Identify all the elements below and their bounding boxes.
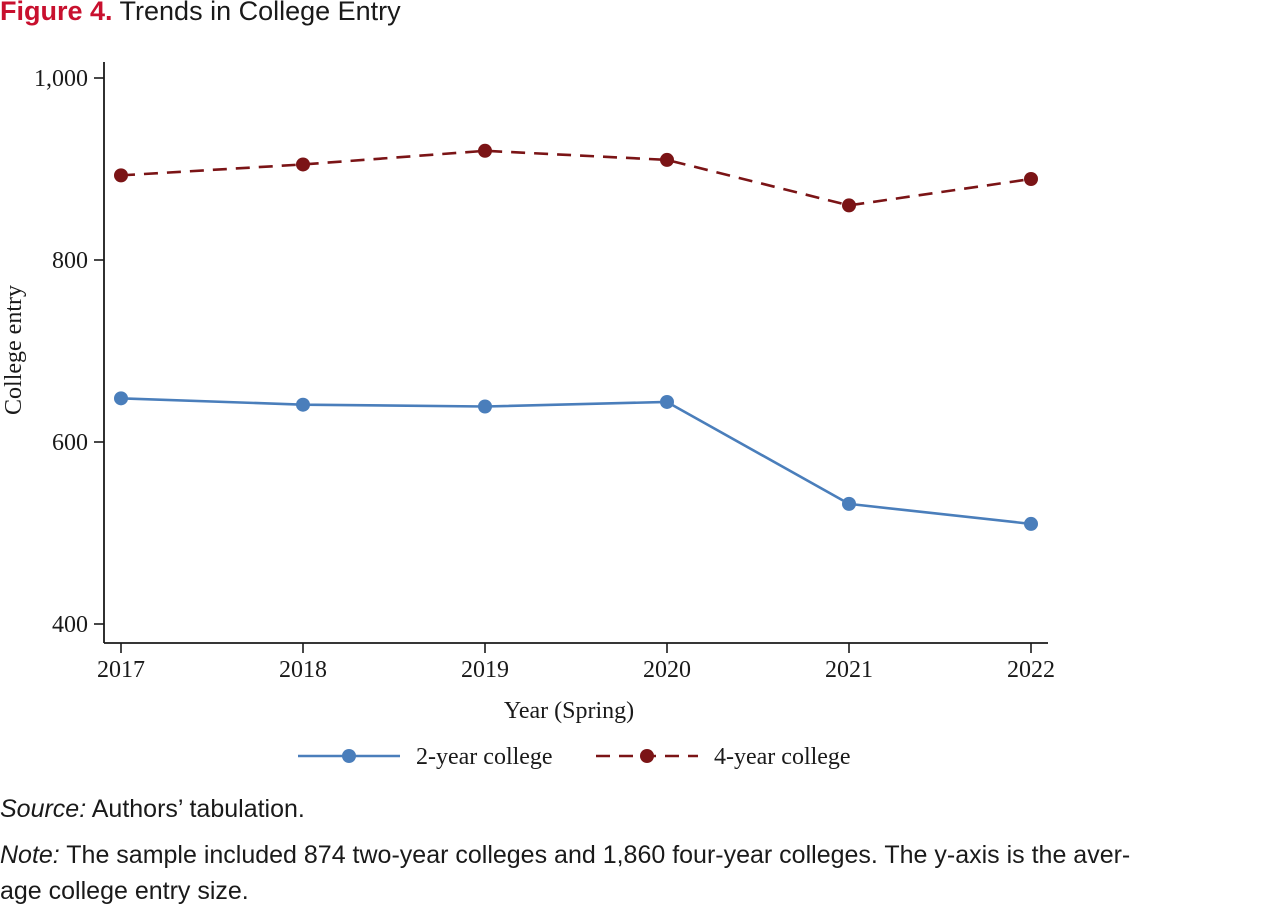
data-point: [296, 397, 310, 412]
figure-title-text: Trends in College Entry: [119, 0, 401, 26]
note-text-1: The sample included 874 two-year college…: [66, 841, 1131, 869]
note-line-1: Note: The sample included 874 two-year c…: [0, 838, 1130, 872]
x-tick-label: 2017: [97, 657, 145, 683]
y-tick-label: 600: [52, 430, 88, 456]
note-label: Note:: [0, 841, 60, 869]
note-line-2: age college entry size.: [0, 874, 249, 908]
data-point: [660, 152, 674, 167]
data-point: [478, 399, 492, 414]
x-tick-label: 2018: [279, 657, 327, 683]
legend-label: 2-year college: [416, 744, 553, 770]
source-text: Authors’ tabulation.: [91, 795, 305, 823]
note-text-2: age college entry size.: [0, 877, 249, 905]
x-tick-label: 2021: [825, 657, 873, 683]
data-point: [1024, 516, 1038, 531]
figure-title: Figure 4. Trends in College Entry: [0, 0, 401, 27]
figure-label: Figure 4.: [0, 0, 113, 26]
legend-swatch-marker: [342, 749, 356, 763]
legend-swatch-marker: [640, 749, 654, 763]
data-point: [660, 394, 674, 409]
chart-series: [114, 143, 1038, 531]
data-point: [114, 168, 128, 183]
y-tick-label: 400: [52, 612, 88, 638]
x-tick-label: 2022: [1007, 657, 1055, 683]
line-chart: 400 600 800 1,000 2017 2018 2019 2020 2021 2022 Ye…: [1, 62, 1055, 770]
x-axis-title: Year (Spring): [504, 698, 634, 724]
y-tick-label: 800: [52, 248, 88, 274]
legend-label: 4-year college: [714, 744, 851, 770]
chart-axes: 400 600 800 1,000 2017 2018 2019 2020 2021 2022 Ye…: [1, 62, 1055, 724]
data-point: [114, 391, 128, 406]
source-note: Source: Authors’ tabulation.: [0, 792, 305, 826]
y-tick-label: 1,000: [34, 66, 88, 92]
data-point: [1024, 172, 1038, 187]
data-point: [478, 143, 492, 158]
y-axis-title: College entry: [1, 285, 27, 415]
source-label: Source:: [0, 795, 87, 823]
x-tick-label: 2019: [461, 657, 509, 683]
series-line-1: [120, 397, 1032, 526]
x-tick-label: 2020: [643, 657, 691, 683]
chart-legend: 2-year college 4-year college: [298, 744, 851, 770]
data-point: [296, 157, 310, 172]
series-line-2: [120, 149, 1032, 207]
data-point: [842, 496, 856, 511]
data-point: [842, 198, 856, 213]
